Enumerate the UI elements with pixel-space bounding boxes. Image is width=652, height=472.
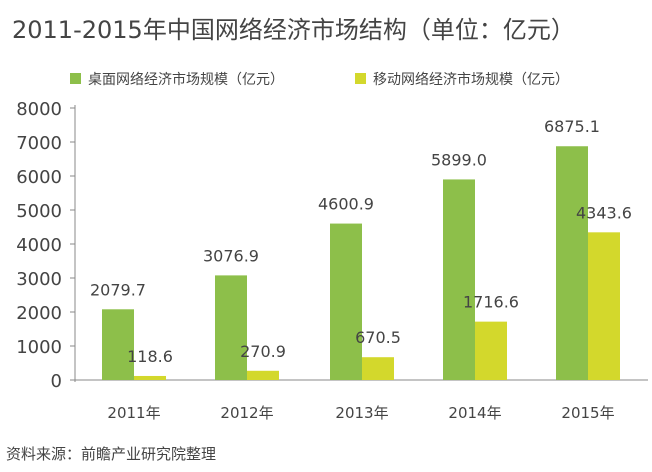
legend-label: 移动网络经济市场规模（亿元） [373,71,569,88]
bar-mobile [475,321,507,380]
legend-swatch [70,73,81,84]
x-tick-label: 2015年 [561,404,614,422]
y-tick-label: 5000 [16,201,62,222]
bar-desktop [556,146,588,380]
data-label: 5899.0 [431,150,487,169]
data-label: 2079.7 [90,280,146,299]
legend: 桌面网络经济市场规模（亿元） 移动网络经济市场规模（亿元） [70,71,569,88]
bar-mobile [588,232,620,380]
x-tick-label: 2014年 [448,404,501,422]
y-tick-label: 7000 [16,133,62,154]
y-tick-label: 3000 [16,269,62,290]
x-tick-label: 2011年 [107,404,160,422]
bar-mobile [134,375,166,380]
bar-desktop [102,309,134,380]
bar-desktop [215,275,247,380]
data-label: 270.9 [240,342,286,361]
y-tick-label: 2000 [16,303,62,324]
data-label: 118.6 [127,347,173,366]
bar-mobile [247,370,279,380]
data-label: 4343.6 [576,203,632,222]
data-label: 3076.9 [203,246,259,265]
axes: 0 1000 2000 3000 4000 5000 6000 7000 8000 2011年 20… [16,99,648,422]
x-tick-label: 2013年 [335,404,388,422]
chart-title: 2011-2015年中国网络经济市场结构（单位：亿元） [12,16,575,44]
legend-label: 桌面网络经济市场规模（亿元） [88,71,284,88]
y-tick-label: 0 [51,371,62,392]
y-tick-label: 1000 [16,337,62,358]
bars: 2079.7 118.6 3076.9 270.9 4600.9 670.5 5899.0 1… [90,117,632,380]
bar-desktop [330,223,362,380]
data-label: 6875.1 [544,117,600,136]
data-label: 1716.6 [463,293,519,312]
y-tick-label: 6000 [16,167,62,188]
bar-mobile [362,357,394,380]
bar-desktop [443,179,475,380]
data-label: 670.5 [355,328,401,347]
legend-swatch [355,73,366,84]
y-tick-label: 4000 [16,235,62,256]
data-label: 4600.9 [318,195,374,214]
x-tick-label: 2012年 [220,404,273,422]
source-note: 资料来源：前瞻产业研究院整理 [6,445,216,463]
y-tick-label: 8000 [16,99,62,120]
